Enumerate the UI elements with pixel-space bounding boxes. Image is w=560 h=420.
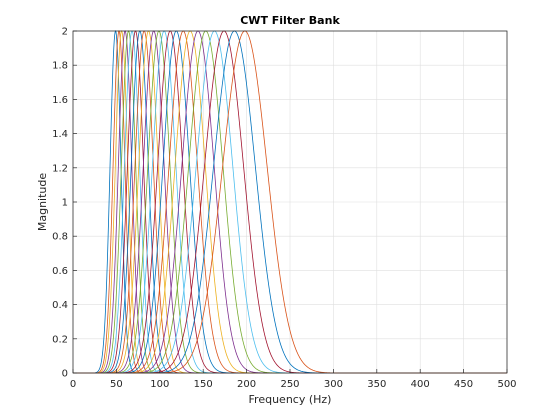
y-tick-label: 0.6 <box>52 266 68 277</box>
x-tick-label: 450 <box>454 379 473 390</box>
x-tick-label: 400 <box>411 379 430 390</box>
x-tick-label: 0 <box>70 379 76 390</box>
x-axis-label: Frequency (Hz) <box>249 393 332 406</box>
y-tick-label: 0.4 <box>52 300 68 311</box>
x-tick-label: 350 <box>367 379 386 390</box>
ticks: 0 50 100 150 200 250 300 350 400 450 500 0 0.2 0.4 0.6… <box>52 27 516 391</box>
y-tick-label: 1.6 <box>52 95 68 106</box>
x-tick-label: 300 <box>324 379 343 390</box>
x-tick-label: 50 <box>110 379 123 390</box>
y-tick-label: 0 <box>62 369 68 380</box>
y-tick-label: 2 <box>62 27 68 38</box>
x-tick-label: 150 <box>194 379 213 390</box>
y-tick-label: 1 <box>62 198 68 209</box>
y-tick-label: 1.2 <box>52 163 68 174</box>
x-tick-label: 250 <box>280 379 299 390</box>
x-tick-label: 100 <box>150 379 169 390</box>
x-tick-label: 200 <box>237 379 256 390</box>
y-axis-label: Magnitude <box>36 173 49 232</box>
y-tick-label: 0.2 <box>52 334 68 345</box>
y-tick-label: 1.8 <box>52 61 68 72</box>
y-tick-label: 1.4 <box>52 129 68 140</box>
y-tick-label: 0.8 <box>52 232 68 243</box>
x-tick-label: 500 <box>497 379 516 390</box>
chart-title: CWT Filter Bank <box>240 14 340 27</box>
